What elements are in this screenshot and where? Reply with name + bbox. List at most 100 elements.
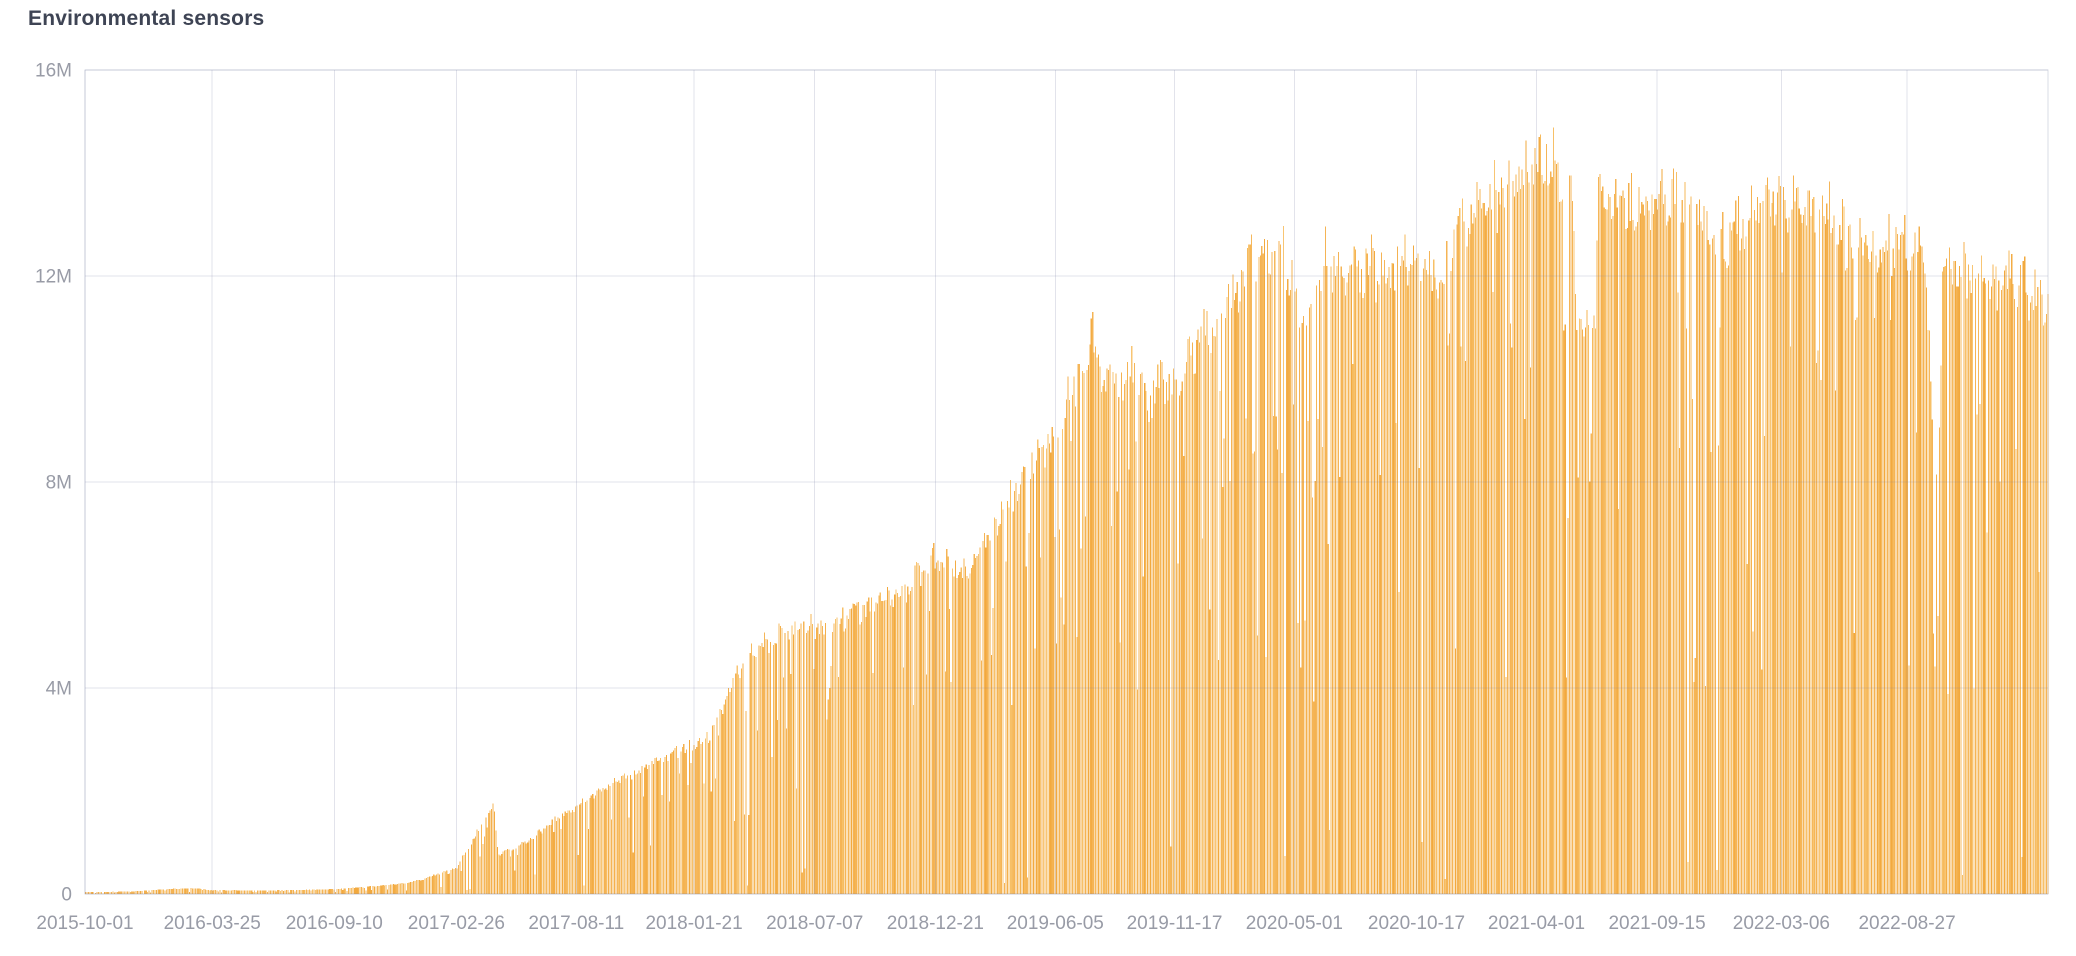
bar (190, 888, 192, 894)
bar (749, 652, 751, 894)
x-axis-tick-label: 2022-03-06 (1733, 913, 1830, 934)
bar (586, 800, 588, 894)
bar (1310, 303, 1312, 894)
gridlines (84, 69, 2048, 895)
bar (662, 762, 665, 894)
bar (551, 819, 553, 894)
bar (1345, 295, 1347, 895)
bar (840, 618, 842, 894)
bar (596, 790, 598, 894)
bar (686, 749, 688, 894)
bar (1191, 342, 1193, 894)
bar (378, 885, 380, 894)
bar (1957, 286, 1959, 894)
bar (1791, 209, 1793, 895)
bar (1547, 185, 1549, 895)
bar (748, 815, 750, 894)
bar (342, 890, 344, 894)
bar (677, 757, 679, 894)
bar (1837, 244, 1839, 895)
bar (213, 890, 215, 894)
y-axis-tick-label: 12M (35, 267, 72, 288)
bar (697, 741, 699, 894)
bar (967, 578, 969, 894)
bar (1381, 252, 1383, 894)
bar (469, 889, 471, 894)
bar (634, 770, 636, 894)
bar (394, 884, 396, 894)
bar (349, 888, 351, 894)
bar (1183, 456, 1185, 894)
bar (255, 891, 257, 894)
bar (784, 633, 786, 894)
bar (307, 889, 309, 894)
bar (1645, 196, 1647, 894)
bar (404, 883, 406, 894)
bar (223, 890, 225, 894)
bar (807, 630, 809, 894)
bar (1505, 676, 1507, 894)
bar (441, 872, 444, 894)
bar (245, 890, 247, 894)
bar (355, 887, 357, 894)
x-axis-tick-label: 2016-09-10 (286, 913, 383, 934)
bar (648, 765, 650, 894)
bar (1873, 318, 1875, 894)
bar (629, 775, 631, 894)
bar (1343, 277, 1345, 895)
bar (1680, 222, 1682, 894)
bar (1736, 233, 1738, 894)
bar (622, 775, 624, 894)
bar (1358, 260, 1360, 894)
x-axis-tick-label: 2016-03-25 (164, 913, 261, 934)
bar (374, 886, 376, 894)
bar (1077, 363, 1079, 895)
bar (347, 888, 350, 894)
bar (1891, 276, 1893, 894)
bar (1674, 204, 1676, 895)
bar (1035, 460, 1037, 894)
bar (1839, 224, 1841, 894)
bar (1459, 208, 1461, 895)
bar (603, 789, 605, 894)
bar (515, 848, 517, 894)
bar (817, 623, 819, 894)
bar (1327, 543, 1329, 894)
bar (1628, 183, 1630, 894)
bar (1246, 248, 1248, 894)
bar (330, 889, 332, 894)
bar (1625, 229, 1627, 894)
bar (710, 791, 712, 894)
bar (1230, 308, 1232, 894)
bar (1570, 175, 1572, 894)
bar (1589, 481, 1591, 894)
bar (660, 757, 662, 894)
bar (1329, 829, 1331, 894)
bar (1950, 269, 1952, 894)
bar (525, 843, 527, 894)
bar (823, 634, 825, 894)
bar (1700, 221, 1702, 894)
bar (311, 889, 313, 894)
bar (735, 673, 737, 894)
bar (855, 605, 857, 894)
bar (1895, 227, 1897, 895)
bar (85, 892, 87, 894)
bar (775, 643, 777, 894)
bar (1233, 299, 1235, 894)
bar (615, 781, 617, 894)
bar (1268, 273, 1270, 894)
bar (428, 876, 430, 894)
bar (1697, 225, 1699, 895)
bar (957, 575, 959, 894)
bar (384, 885, 386, 894)
bar (1686, 328, 1688, 895)
bar (204, 889, 207, 894)
bar (1899, 235, 1901, 894)
bar (121, 891, 123, 894)
bar (1301, 322, 1303, 894)
bar (1814, 232, 1816, 894)
bar (560, 828, 562, 894)
bar (561, 813, 563, 894)
